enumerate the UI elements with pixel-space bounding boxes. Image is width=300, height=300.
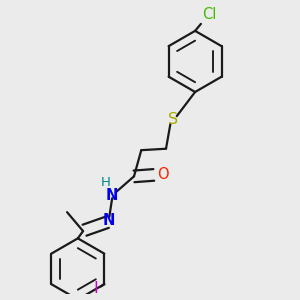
Text: H: H	[101, 176, 111, 190]
Text: N: N	[103, 212, 116, 227]
Text: N: N	[106, 188, 118, 203]
Text: O: O	[157, 167, 169, 182]
Text: I: I	[94, 281, 98, 296]
Text: Cl: Cl	[202, 7, 217, 22]
Text: S: S	[168, 112, 178, 127]
